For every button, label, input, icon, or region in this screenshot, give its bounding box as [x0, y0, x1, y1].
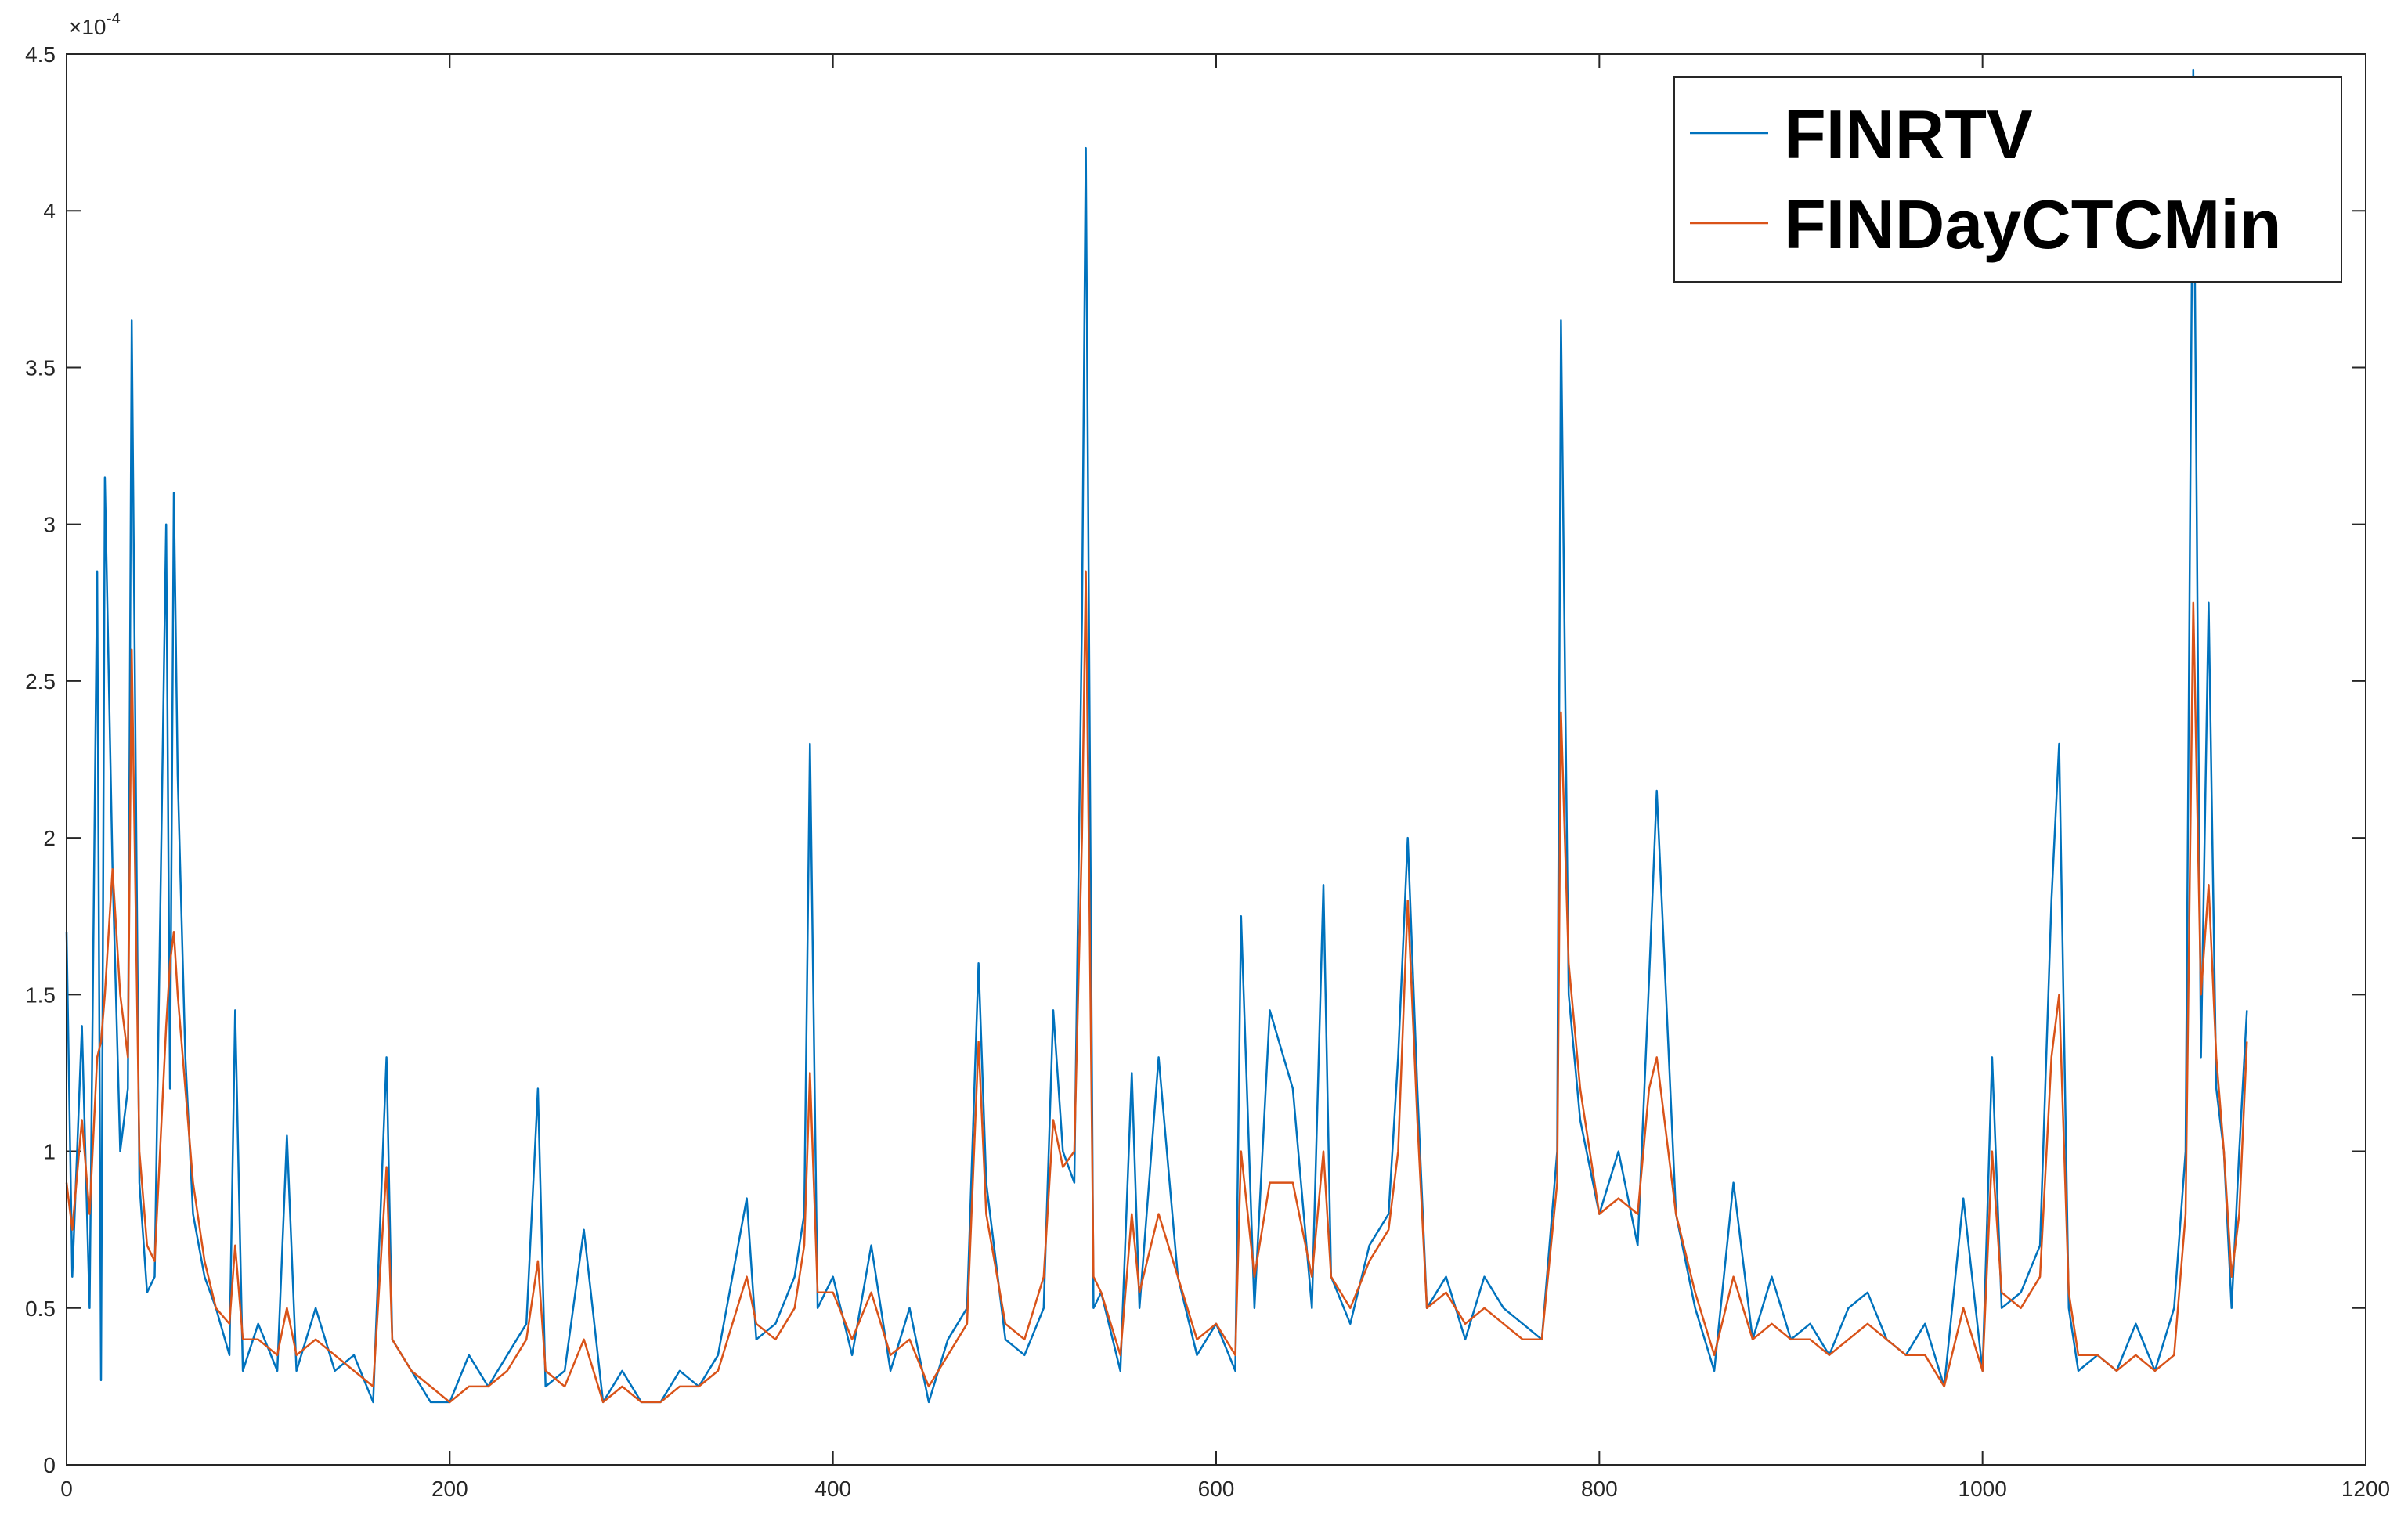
y-multiplier-exponent: -4: [107, 10, 121, 27]
y-tick-label: 1.5: [25, 983, 56, 1007]
x-tick-label: 800: [1581, 1477, 1618, 1501]
y-tick-label: 2.5: [25, 669, 56, 694]
y-tick-label: 4.5: [25, 42, 56, 67]
x-tick-label: 400: [814, 1477, 851, 1501]
y-tick-label: 3: [43, 513, 56, 537]
y-tick-label: 0: [43, 1453, 56, 1477]
y-tick-label: 3.5: [25, 355, 56, 380]
x-tick-label: 1000: [1959, 1477, 2007, 1501]
legend-label: FINDayCTCMin: [1784, 186, 2282, 263]
x-tick-label: 600: [1198, 1477, 1235, 1501]
series-line: [65, 570, 2248, 1404]
plot-area: [67, 54, 2366, 1465]
series-line: [65, 68, 2248, 1404]
legend-box: [1673, 76, 2342, 283]
x-tick-label: 1200: [2341, 1477, 2390, 1501]
y-tick-label: 0.5: [25, 1297, 56, 1321]
y-tick-label: 4: [43, 199, 56, 223]
axes-box: [66, 53, 2366, 1466]
y-tick-label: 1: [43, 1140, 56, 1164]
y-multiplier: ×10: [69, 15, 107, 39]
x-tick-label: 200: [431, 1477, 468, 1501]
legend-label: FINRTV: [1784, 96, 2033, 173]
x-tick-label: 0: [60, 1477, 73, 1501]
y-tick-label: 2: [43, 826, 56, 850]
